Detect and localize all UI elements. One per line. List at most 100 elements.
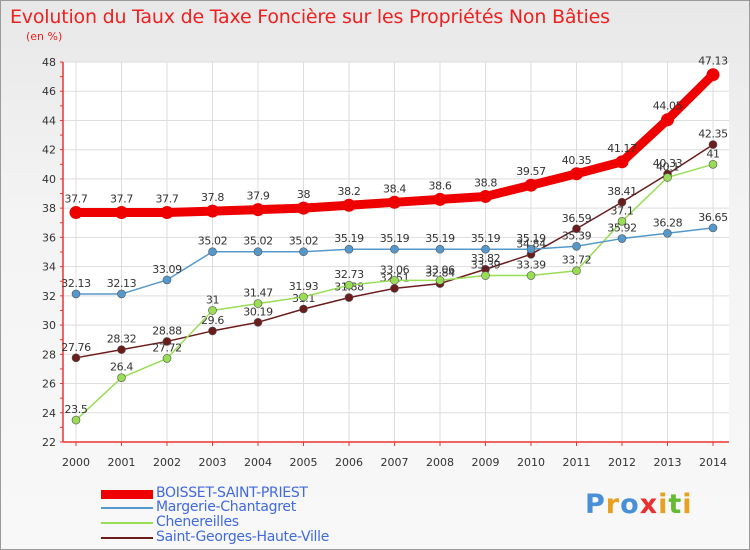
data-point-saint-georges-haute-ville	[299, 304, 308, 314]
data-label-saint-georges-haute-ville: 28.32	[107, 333, 137, 346]
brand-letter: t	[668, 489, 683, 520]
x-tick-label: 2000	[62, 456, 90, 469]
data-label-margerie-chantagret: 35.02	[243, 235, 273, 248]
data-point-chenereilles	[663, 173, 672, 182]
data-label-boisset-saint-priest: 41.17	[607, 142, 637, 155]
data-point-chenereilles	[526, 271, 536, 280]
data-point-boisset-saint-priest	[661, 113, 674, 127]
data-point-margerie-chantagret	[117, 289, 126, 299]
data-point-saint-georges-haute-ville	[344, 293, 354, 302]
legend-swatch-margerie	[101, 507, 153, 509]
legend-swatch-boisset	[101, 490, 153, 499]
data-point-boisset-saint-priest	[206, 204, 219, 218]
x-tick-label: 2001	[108, 456, 136, 469]
data-label-chenereilles: 33.39	[516, 259, 546, 272]
data-point-margerie-chantagret	[481, 244, 490, 254]
y-tick-label: 26	[42, 378, 56, 391]
data-point-boisset-saint-priest	[570, 167, 583, 181]
data-label-saint-georges-haute-ville: 30.19	[243, 305, 273, 318]
x-tick-label: 2011	[563, 456, 591, 469]
data-label-chenereilles: 31.93	[289, 280, 319, 293]
data-point-boisset-saint-priest	[297, 201, 310, 215]
data-label-chenereilles: 41	[706, 147, 719, 160]
legend-label-boisset: BOISSET-SAINT-PRIEST	[156, 485, 308, 501]
data-label-margerie-chantagret: 32.13	[107, 277, 137, 290]
data-label-margerie-chantagret: 35.19	[380, 232, 410, 245]
data-point-saint-georges-haute-ville	[617, 197, 627, 207]
data-label-margerie-chantagret: 36.28	[653, 216, 683, 229]
data-point-boisset-saint-priest	[115, 206, 128, 220]
data-point-boisset-saint-priest	[251, 203, 265, 217]
x-tick-label: 2009	[472, 456, 500, 469]
data-point-saint-georges-haute-ville	[117, 345, 126, 354]
data-point-boisset-saint-priest	[388, 195, 401, 209]
data-label-boisset-saint-priest: 40.35	[562, 154, 592, 167]
y-tick-label: 44	[42, 114, 56, 127]
data-label-chenereilles: 33.39	[471, 259, 501, 272]
data-point-boisset-saint-priest	[69, 206, 83, 220]
data-label-saint-georges-haute-ville: 36.59	[562, 212, 592, 225]
data-label-saint-georges-haute-ville: 28.88	[152, 324, 182, 337]
x-tick-label: 2012	[608, 456, 636, 469]
data-label-boisset-saint-priest: 47.13	[698, 55, 728, 68]
data-label-boisset-saint-priest: 38	[297, 188, 311, 201]
data-point-margerie-chantagret	[299, 247, 308, 257]
y-tick-label: 32	[42, 290, 56, 303]
data-label-boisset-saint-priest: 38.2	[338, 185, 361, 198]
data-label-saint-georges-haute-ville: 33.82	[471, 252, 501, 265]
y-tick-label: 36	[42, 231, 56, 244]
data-point-chenereilles	[299, 292, 308, 302]
x-tick-label: 2007	[381, 456, 409, 469]
data-point-chenereilles	[481, 271, 490, 280]
data-point-chenereilles	[617, 217, 627, 226]
data-label-saint-georges-haute-ville: 40.33	[653, 157, 683, 170]
legend-label-saint-georges: Saint-Georges-Haute-Ville	[156, 529, 330, 545]
data-point-saint-georges-haute-ville	[390, 284, 399, 293]
data-label-boisset-saint-priest: 38.6	[429, 179, 452, 192]
data-point-saint-georges-haute-ville	[208, 326, 217, 336]
data-label-margerie-chantagret: 33.09	[152, 263, 182, 276]
data-point-margerie-chantagret	[663, 228, 672, 238]
data-label-boisset-saint-priest: 38.8	[474, 176, 497, 189]
data-label-boisset-saint-priest: 39.57	[516, 165, 546, 178]
data-point-chenereilles	[71, 415, 81, 425]
data-label-boisset-saint-priest: 37.8	[201, 191, 224, 204]
data-point-chenereilles	[117, 373, 126, 382]
x-tick-label: 2010	[517, 456, 545, 469]
data-point-saint-georges-haute-ville	[708, 140, 718, 149]
data-point-chenereilles	[344, 280, 354, 290]
y-tick-label: 34	[42, 261, 56, 274]
data-point-saint-georges-haute-ville	[253, 317, 263, 327]
data-point-margerie-chantagret	[708, 223, 718, 233]
data-label-margerie-chantagret: 35.02	[198, 235, 228, 248]
data-label-margerie-chantagret: 35.19	[334, 232, 364, 245]
data-label-chenereilles: 26.4	[110, 361, 133, 374]
brand-letter: i	[658, 489, 669, 520]
data-label-margerie-chantagret: 35.19	[471, 232, 501, 245]
x-tick-label: 2002	[153, 456, 181, 469]
data-label-margerie-chantagret: 36.65	[698, 211, 728, 224]
brand-letter: P	[585, 489, 606, 520]
data-label-boisset-saint-priest: 37.7	[156, 193, 179, 206]
data-point-margerie-chantagret	[71, 289, 81, 299]
legend-swatch-chenereilles	[101, 522, 153, 524]
y-tick-label: 28	[42, 348, 56, 361]
data-label-margerie-chantagret: 32.13	[61, 277, 91, 290]
brand-letter: r	[605, 489, 621, 520]
x-tick-label: 2004	[244, 456, 272, 469]
data-point-margerie-chantagret	[344, 244, 354, 254]
x-tick-label: 2003	[199, 456, 227, 469]
data-point-chenereilles	[253, 299, 263, 308]
x-tick-label: 2005	[290, 456, 318, 469]
legend-swatch-saint-georges	[101, 537, 153, 539]
data-label-chenereilles: 40.1	[656, 160, 679, 173]
data-label-saint-georges-haute-ville: 32.84	[425, 267, 455, 280]
x-tick-label: 2006	[335, 456, 363, 469]
data-label-chenereilles: 33.06	[425, 263, 455, 276]
data-point-boisset-saint-priest	[433, 192, 447, 206]
data-point-boisset-saint-priest	[342, 198, 356, 212]
data-point-saint-georges-haute-ville	[572, 224, 581, 234]
x-tick-label: 2014	[699, 456, 727, 469]
